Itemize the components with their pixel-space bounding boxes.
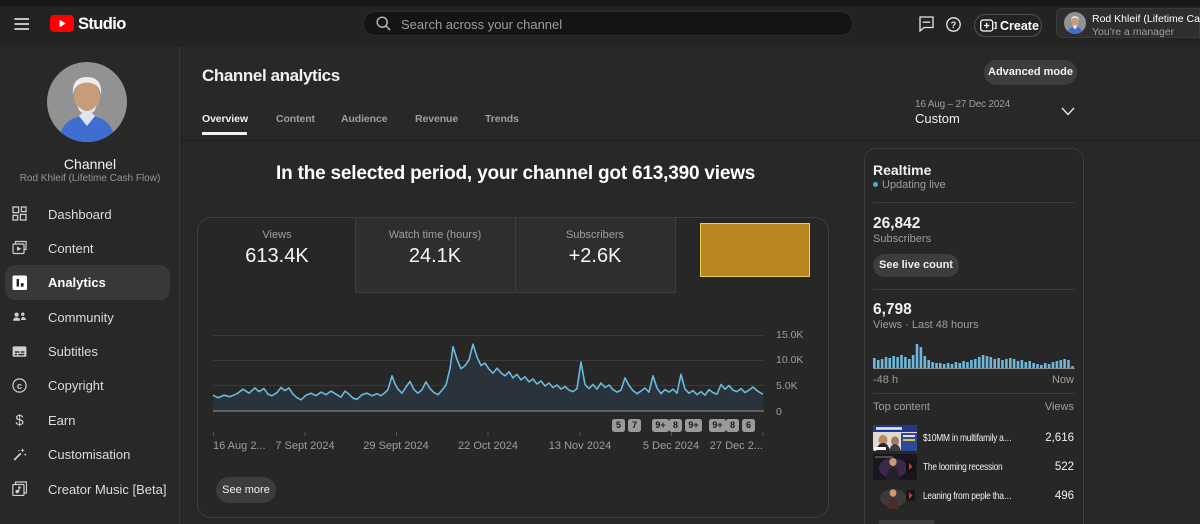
svg-text:$: $: [15, 412, 24, 427]
svg-text:c: c: [17, 381, 22, 392]
svg-text:?: ?: [951, 20, 957, 31]
